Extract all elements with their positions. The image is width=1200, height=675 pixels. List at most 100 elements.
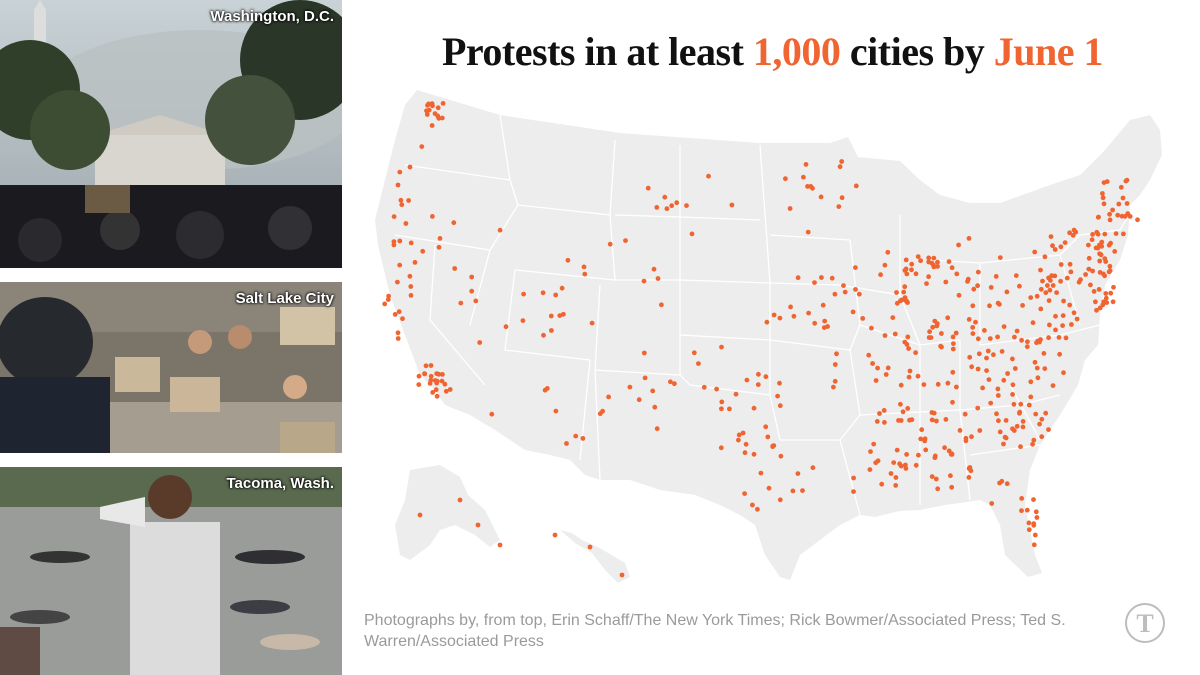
protest-city-dot [750, 502, 755, 508]
title-prefix: Protests in at least [441, 29, 753, 74]
protest-city-dot [540, 290, 546, 296]
protest-city-dot [1053, 327, 1058, 333]
protest-city-dot [417, 512, 423, 518]
protest-city-dot [988, 285, 994, 290]
protest-city-dot [553, 408, 559, 414]
protest-city-dot [1001, 377, 1007, 383]
protest-city-dot [397, 238, 403, 244]
protest-city-dot [996, 418, 1001, 424]
protest-city-dot [877, 411, 882, 416]
protest-city-dot [970, 325, 976, 330]
protest-city-dot [1047, 322, 1052, 328]
protest-city-dot [982, 328, 987, 333]
protest-city-dot [950, 369, 956, 375]
protest-city-dot [1116, 201, 1122, 207]
protest-city-dot [923, 447, 929, 453]
protest-city-dot [763, 374, 769, 380]
protest-city-dot [719, 399, 725, 405]
protest-city-dot [997, 429, 1003, 435]
protest-city-dot [956, 242, 961, 248]
protest-city-dot [718, 445, 724, 451]
protest-city-dot [437, 236, 443, 241]
protest-city-dot [906, 374, 912, 380]
protest-city-dot [892, 331, 898, 337]
protest-city-dot [898, 382, 904, 388]
protest-city-dot [497, 542, 503, 548]
protest-city-dot [787, 206, 793, 211]
protest-city-dot [1124, 201, 1130, 206]
protest-city-dot [1058, 244, 1064, 250]
protest-city-dot [966, 475, 972, 480]
protest-city-dot [742, 450, 748, 456]
protest-city-dot [987, 336, 993, 341]
protest-city-dot [777, 497, 783, 503]
protest-city-dot [875, 365, 880, 371]
protest-city-dot [652, 404, 658, 410]
protest-city-dot [1024, 344, 1030, 350]
protest-city-dot [1017, 410, 1022, 416]
protest-city-dot [706, 173, 711, 179]
protest-city-dot [1033, 411, 1039, 417]
protest-city-dot [810, 185, 815, 191]
protest-city-dot [763, 424, 769, 430]
protest-city-dot [1086, 255, 1092, 261]
protest-city-dot [1096, 287, 1102, 292]
protest-city-dot [1108, 240, 1113, 246]
protest-city-dot [580, 436, 586, 441]
protest-city-dot [927, 329, 932, 335]
protest-city-dot [1120, 195, 1126, 201]
protest-city-dot [396, 309, 402, 315]
protest-city-dot [391, 242, 397, 248]
photo-column: Washington, D.C. Salt Lake City [0, 0, 342, 675]
protest-city-dot [428, 373, 434, 379]
protest-city-dot [587, 544, 593, 550]
protest-city-dot [819, 275, 824, 280]
protest-city-dot [1026, 402, 1032, 408]
protest-city-dot [950, 346, 956, 352]
protest-city-dot [771, 312, 777, 318]
protest-city-dot [1043, 410, 1049, 416]
protest-city-dot [918, 258, 923, 264]
protest-city-dot [997, 301, 1002, 307]
protest-city-dot [1013, 273, 1019, 278]
protest-city-dot [1033, 509, 1039, 515]
protest-city-dot [806, 310, 811, 316]
protest-city-dot [1057, 351, 1062, 357]
protest-city-dot [654, 426, 660, 432]
washington-protest-photo [0, 0, 342, 268]
protest-city-dot [821, 325, 827, 330]
protest-city-dot [985, 348, 991, 354]
protest-city-dot [1031, 542, 1037, 548]
protest-city-dot [986, 377, 992, 382]
protest-city-dot [440, 101, 446, 106]
protest-city-dot [406, 198, 411, 203]
protest-city-dot [636, 397, 642, 403]
protest-city-dot [1020, 419, 1026, 424]
protest-city-dot [434, 371, 440, 376]
protest-city-dot [689, 231, 695, 237]
protest-city-dot [905, 406, 911, 411]
protest-city-dot [939, 344, 944, 350]
protest-city-dot [902, 284, 908, 290]
protest-city-dot [837, 164, 843, 170]
protest-city-dot [1003, 435, 1009, 441]
protest-city-dot [627, 384, 633, 390]
protest-city-dot [882, 262, 888, 268]
protest-city-dot [1100, 195, 1106, 201]
protest-city-dot [915, 254, 921, 259]
protest-city-dot [423, 363, 429, 369]
protest-city-dot [1047, 287, 1053, 293]
protest-city-dot [521, 291, 526, 297]
us-protest-map [375, 90, 1162, 583]
protest-city-dot [879, 481, 885, 487]
protest-city-dot [475, 522, 481, 528]
protest-city-dot [950, 399, 955, 405]
protest-city-dot [623, 238, 628, 244]
protest-city-dot [489, 411, 495, 417]
protest-city-dot [553, 292, 559, 298]
protest-city-dot [1042, 254, 1048, 260]
protest-city-dot [1058, 262, 1064, 267]
protest-city-dot [1010, 392, 1015, 397]
protest-city-dot [1046, 427, 1051, 432]
protest-city-dot [619, 572, 625, 578]
